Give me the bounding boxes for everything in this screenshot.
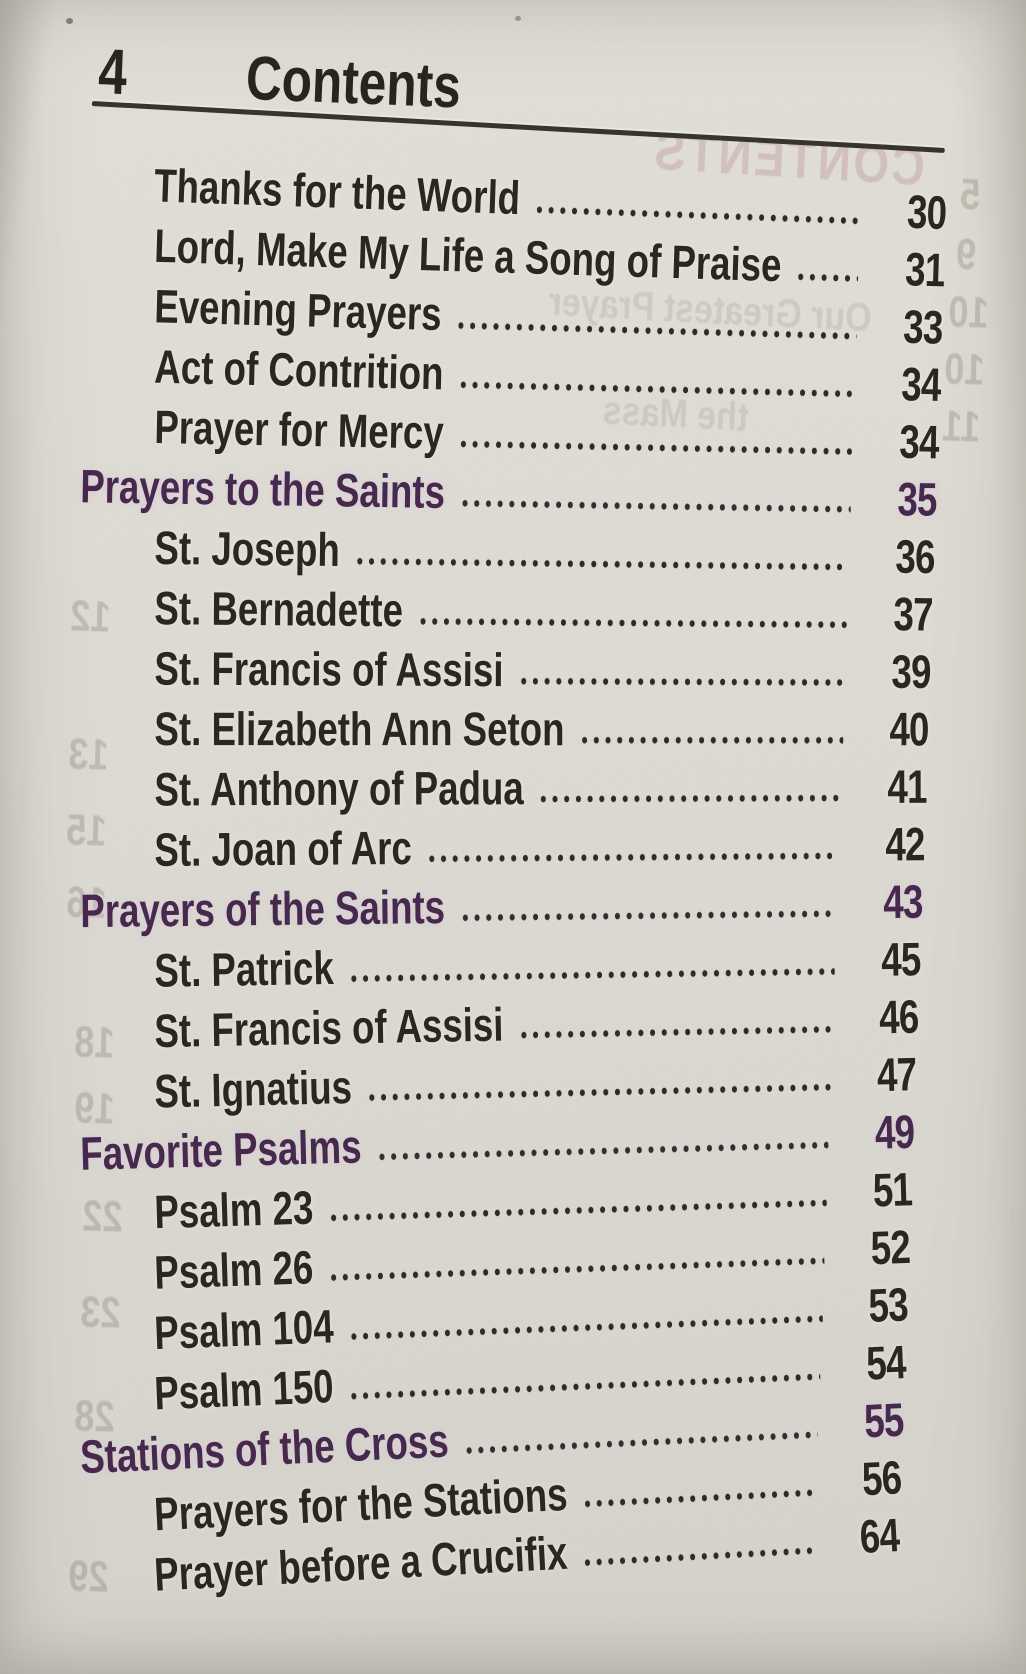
toc-entry-title: St. Bernadette xyxy=(154,581,404,637)
toc-row: St. Anthony of Padua 41 xyxy=(0,759,1022,816)
toc-entry-title: Prayer for Mercy xyxy=(153,400,445,459)
dot-leader xyxy=(461,1407,819,1464)
dot-leader xyxy=(326,1233,825,1291)
toc-entry-page: 33 xyxy=(902,299,944,354)
dot-leader xyxy=(347,944,836,992)
toc-entry-page: 52 xyxy=(869,1219,911,1275)
toc-entry-page: 45 xyxy=(880,932,921,986)
dot-leader xyxy=(458,886,838,931)
dot-leader xyxy=(326,1175,828,1232)
toc-entry-page: 51 xyxy=(872,1162,913,1217)
folio-page-number: 4 xyxy=(97,34,128,109)
toc-entry-page: 46 xyxy=(878,989,919,1044)
toc-entry-page: 54 xyxy=(865,1335,907,1390)
toc-entry-page: 47 xyxy=(876,1047,917,1102)
toc-entry-page: 42 xyxy=(885,817,925,871)
toc-entry-title: Thanks for the World xyxy=(153,158,522,225)
toc-entry-title: St. Patrick xyxy=(154,940,335,997)
toc-entry-title: Prayer before a Crucifix xyxy=(152,1525,569,1601)
dot-leader xyxy=(454,298,858,350)
dot-leader xyxy=(457,416,854,465)
dust-speck xyxy=(66,18,73,24)
toc-entry-page: 64 xyxy=(858,1507,901,1563)
toc-entry-page: 41 xyxy=(887,759,927,813)
toc-section-title: Favorite Psalms xyxy=(79,1119,363,1180)
toc-entry-page: 34 xyxy=(898,414,940,469)
toc-section-title: Stations of the Cross xyxy=(79,1413,450,1484)
toc-entry-page: 53 xyxy=(867,1277,909,1332)
toc-entry-page: 37 xyxy=(893,587,933,641)
page-title: Contents xyxy=(244,43,463,122)
toc-entry-title: Psalm 104 xyxy=(153,1299,335,1360)
dot-leader xyxy=(794,249,860,292)
dot-leader xyxy=(533,182,862,235)
toc-row: Prayer for Mercy 34 xyxy=(0,400,1022,468)
toc-entry-title: St. Elizabeth Ann Seton xyxy=(154,702,565,756)
dot-leader xyxy=(416,594,848,638)
toc-entry-title: Psalm 26 xyxy=(153,1240,315,1299)
toc-entry-page: 39 xyxy=(891,644,931,698)
dot-leader xyxy=(365,1060,832,1111)
toc-entry-page: 36 xyxy=(895,529,936,584)
toc-row: St. Francis of Assisi 46 xyxy=(0,989,1022,1058)
toc-row: Act of Contrition 34 xyxy=(0,339,1022,411)
dot-leader xyxy=(353,534,850,581)
toc-section-row: Prayers to the Saints 35 xyxy=(0,459,1022,526)
dot-leader xyxy=(580,1465,817,1518)
toc-entry-page: 40 xyxy=(889,702,929,756)
dot-leader xyxy=(578,713,843,754)
toc-entry-page: 55 xyxy=(862,1392,905,1448)
toc-entry-page: 35 xyxy=(897,472,938,526)
toc-entry-page: 49 xyxy=(874,1104,915,1159)
toc-row: St. Joan of Arc 42 xyxy=(0,817,1022,876)
toc-entry-page: 31 xyxy=(904,242,946,297)
dust-speck xyxy=(515,16,521,21)
toc-entry-title: Psalm 23 xyxy=(153,1180,315,1239)
toc-row: St. Francis of Assisi 39 xyxy=(0,641,1022,698)
dot-leader xyxy=(458,476,852,523)
toc-row: St. Patrick 45 xyxy=(0,932,1022,997)
toc-row: St. Elizabeth Ann Seton 40 xyxy=(0,702,1022,756)
toc-entry-title: St. Joan of Arc xyxy=(154,820,412,876)
dot-leader xyxy=(580,1523,815,1576)
toc-entry-title: St. Joseph xyxy=(154,520,341,577)
dot-leader xyxy=(537,771,841,813)
dot-leader xyxy=(425,828,839,872)
toc-section-title: Prayers to the Saints xyxy=(79,459,446,518)
toc-entry-page: 34 xyxy=(900,357,942,411)
toc-section-row: Prayers of the Saints 43 xyxy=(0,874,1022,938)
dot-leader xyxy=(375,1118,830,1171)
dot-leader xyxy=(456,357,856,407)
toc-entry-page: 30 xyxy=(906,184,948,240)
toc-row: St. Joseph 36 xyxy=(0,520,1022,584)
toc-entry-title: Lord, Make My Life a Song of Praise xyxy=(153,218,783,292)
toc-entry-title: Act of Contrition xyxy=(153,339,445,400)
toc-entry-title: St. Francis of Assisi xyxy=(154,641,504,697)
toc-entry-title: Evening Prayers xyxy=(153,279,443,341)
toc-entry-title: Psalm 150 xyxy=(153,1359,335,1420)
dot-leader xyxy=(517,654,845,696)
dot-leader xyxy=(346,1291,823,1350)
toc-entry-page: 56 xyxy=(860,1450,903,1506)
toc-row: St. Bernadette 37 xyxy=(0,581,1022,641)
toc-entry-title: St. Ignatius xyxy=(153,1060,353,1118)
toc-entry-page: 43 xyxy=(883,874,923,929)
table-of-contents: Thanks for the World 30 Lord, Make My Lif… xyxy=(0,156,1026,1620)
toc-section-title: Prayers of the Saints xyxy=(80,880,446,938)
toc-entry-title: St. Francis of Assisi xyxy=(153,997,504,1058)
toc-entry-title: St. Anthony of Padua xyxy=(154,761,524,816)
dot-leader xyxy=(346,1349,821,1410)
dot-leader xyxy=(517,1002,834,1049)
